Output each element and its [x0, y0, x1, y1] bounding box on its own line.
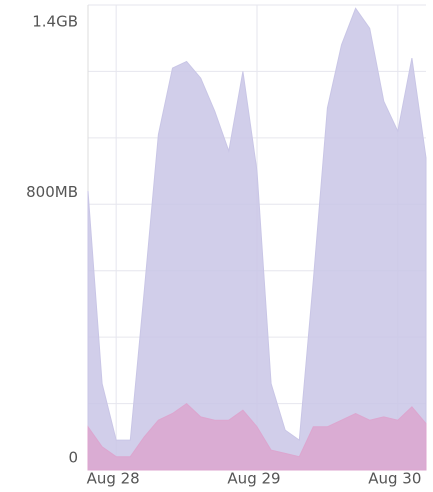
- area: [87, 402, 427, 471]
- y-tick-label: 1.4GB: [32, 13, 78, 31]
- x-tick-label: Aug 28: [87, 470, 140, 488]
- x-tick-label: Aug 30: [368, 470, 421, 488]
- area: [87, 7, 427, 471]
- y-tick-label: 0: [68, 449, 78, 467]
- x-tick-label: Aug 29: [227, 470, 280, 488]
- y-tick-label: 800MB: [26, 183, 78, 201]
